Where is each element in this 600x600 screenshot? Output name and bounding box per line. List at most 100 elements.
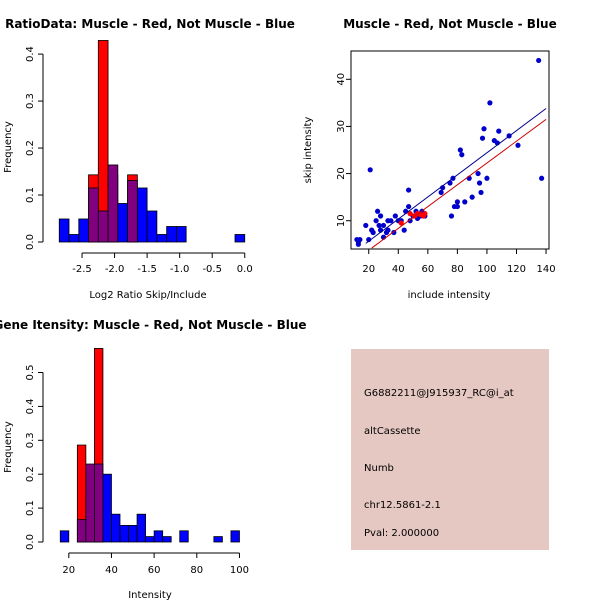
- info-panel: G6882211@J915937_RC@i_at altCassette Num…: [351, 349, 549, 550]
- histogram-bar-not-muscle: [88, 187, 99, 243]
- scatter-point-not-muscle: [454, 203, 460, 210]
- histogram-bar-not-muscle: [94, 463, 104, 543]
- y-tick-label: 0.3: [25, 432, 36, 448]
- scatter-point-not-muscle: [481, 126, 487, 132]
- x-tick-label: 100: [477, 264, 496, 275]
- x-tick-label: 120: [507, 264, 526, 275]
- y-tick-label: 0.0: [25, 234, 36, 250]
- scatter-point-not-muscle: [462, 199, 468, 205]
- intensity-histogram-title: Gene Itensity: Muscle - Red, Not Muscle …: [0, 318, 307, 332]
- ratio-histogram-xlabel: Log2 Ratio Skip/Include: [89, 290, 206, 301]
- x-tick-label: 20: [62, 565, 75, 576]
- scatter-point-not-muscle: [388, 218, 394, 224]
- scatter-point-not-muscle: [476, 180, 483, 186]
- scatter-point-not-muscle: [459, 152, 465, 158]
- histogram-bar-not-muscle: [68, 234, 80, 243]
- histogram-bar-not-muscle: [58, 218, 70, 243]
- scatter-point-not-muscle: [475, 170, 481, 177]
- scatter-point-muscle: [422, 211, 428, 217]
- gene-name: Numb: [364, 463, 394, 474]
- y-tick-label: 0.1: [25, 187, 36, 203]
- chromosome-location: chr12.5861-2.1: [364, 500, 441, 511]
- x-tick-label: 60: [148, 565, 161, 576]
- scatter-point-not-muscle: [479, 135, 486, 141]
- y-tick-label: 0.4: [25, 398, 36, 414]
- scatter-point-not-muscle: [380, 222, 387, 229]
- x-tick-label: -2.5: [72, 264, 92, 275]
- scatter-point-not-muscle: [355, 241, 361, 247]
- histogram-bar-not-muscle: [156, 234, 168, 243]
- x-tick-label: 80: [190, 565, 203, 576]
- p-value: Pval: 2.000000: [364, 528, 439, 539]
- y-tick-label: 20: [336, 167, 347, 180]
- ratio-histogram: RatioData: Muscle - Red, Not Muscle - Bl…: [3, 17, 295, 301]
- histogram-bar-not-muscle: [102, 473, 112, 543]
- intensity-histogram-xlabel: Intensity: [128, 590, 172, 600]
- scatter-point-not-muscle: [357, 236, 363, 243]
- x-tick-label: -2.0: [105, 264, 125, 275]
- histogram-bar-not-muscle: [136, 513, 146, 543]
- y-tick-label: 0.1: [25, 500, 36, 516]
- scatter-point-not-muscle: [457, 147, 463, 153]
- scatter-point-not-muscle: [373, 218, 379, 224]
- histogram-bar-not-muscle: [85, 463, 95, 543]
- histogram-bar-not-muscle: [176, 226, 187, 243]
- histogram-bar-not-muscle: [146, 210, 158, 243]
- x-tick-label: 0.0: [237, 264, 253, 275]
- histogram-bar-not-muscle: [119, 524, 129, 543]
- y-tick-label: 40: [336, 73, 347, 86]
- info-panel-background: [351, 349, 549, 550]
- scatter-point-not-muscle: [374, 208, 381, 214]
- y-tick-label: 0.2: [25, 140, 36, 156]
- fit-line: [365, 108, 547, 244]
- scatter-point-muscle: [407, 211, 413, 217]
- scatter-point-not-muscle: [515, 142, 521, 148]
- histogram-bar-not-muscle: [230, 530, 240, 543]
- x-tick-label: -1.5: [137, 264, 157, 275]
- histogram-bar-not-muscle: [234, 234, 246, 243]
- scatter-point-not-muscle: [438, 189, 444, 196]
- histogram-bar-not-muscle: [162, 536, 172, 543]
- histogram-bar-not-muscle: [145, 536, 155, 543]
- x-tick-label: 60: [421, 264, 434, 275]
- x-tick-label: -0.5: [202, 264, 222, 275]
- histogram-bar-not-muscle: [107, 164, 119, 243]
- histogram-bar-not-muscle: [153, 530, 164, 543]
- ratio-histogram-ylabel: Frequency: [3, 121, 14, 173]
- histogram-bar-not-muscle: [78, 218, 89, 243]
- scatter-point-not-muscle: [454, 199, 460, 205]
- histogram-bar-not-muscle: [127, 180, 138, 243]
- event-type: altCassette: [364, 426, 421, 437]
- histogram-bar-not-muscle: [117, 203, 128, 243]
- histogram-bar-not-muscle: [179, 530, 189, 543]
- x-tick-label: 20: [362, 264, 375, 275]
- scatter-point-not-muscle: [367, 167, 373, 173]
- y-tick-label: 30: [336, 120, 347, 133]
- y-tick-label: 0.4: [25, 46, 36, 62]
- intensity-histogram: Gene Itensity: Muscle - Red, Not Muscle …: [0, 318, 307, 600]
- plot-frame: [350, 50, 550, 250]
- scatter-point-not-muscle: [539, 175, 545, 181]
- scatter-point-not-muscle: [469, 194, 475, 200]
- y-tick-label: 0.0: [25, 534, 36, 550]
- ratio-histogram-title: RatioData: Muscle - Red, Not Muscle - Bl…: [5, 17, 295, 31]
- scatter-point-not-muscle: [401, 227, 407, 233]
- fit-line: [371, 118, 547, 249]
- scatter-point-not-muscle: [407, 218, 413, 224]
- x-tick-label: 40: [392, 264, 405, 275]
- x-tick-label: 140: [536, 264, 555, 275]
- x-tick-label: 100: [230, 565, 249, 576]
- scatter-point-not-muscle: [376, 222, 382, 229]
- scatter-point-not-muscle: [536, 57, 542, 64]
- scatter-point-not-muscle: [406, 203, 412, 210]
- scatter-point-not-muscle: [377, 213, 384, 219]
- x-tick-label: 80: [451, 264, 464, 275]
- scatter-title: Muscle - Red, Not Muscle - Blue: [343, 17, 557, 31]
- y-tick-label: 10: [336, 214, 347, 227]
- scatter-point-not-muscle: [496, 128, 502, 134]
- scatter-point-not-muscle: [487, 100, 493, 106]
- scatter-point-not-muscle: [484, 175, 490, 181]
- scatter-ylabel: skip intensity: [303, 117, 314, 184]
- probe-id: G6882211@J915937_RC@i_at: [364, 388, 514, 399]
